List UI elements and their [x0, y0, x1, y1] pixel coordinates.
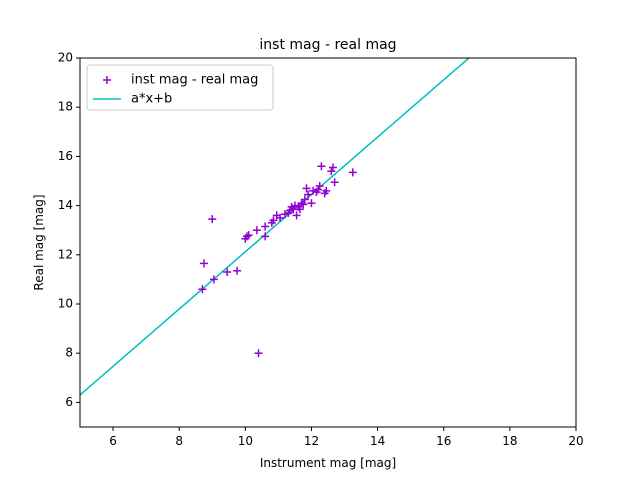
- y-tick-label: 8: [65, 346, 73, 360]
- y-tick-label: 10: [58, 297, 73, 311]
- data-point: [209, 275, 218, 284]
- y-axis-label: Real mag [mag]: [32, 194, 46, 290]
- x-tick-label: 16: [436, 434, 451, 448]
- x-axis-label: Instrument mag [mag]: [260, 456, 396, 470]
- data-point: [314, 185, 323, 194]
- data-point: [328, 163, 337, 172]
- data-point: [244, 231, 253, 240]
- x-tick-label: 8: [175, 434, 183, 448]
- data-point: [200, 259, 208, 268]
- data-point: [302, 184, 311, 193]
- y-tick-label: 20: [58, 51, 73, 65]
- x-tick-label: 6: [109, 434, 117, 448]
- plot-area: [80, 58, 576, 427]
- data-point: [242, 232, 251, 241]
- data-point: [223, 268, 232, 277]
- x-tick-label: 20: [568, 434, 583, 448]
- y-tick-label: 14: [58, 198, 73, 212]
- y-tick-label: 12: [58, 247, 73, 261]
- data-point: [292, 211, 301, 220]
- data-point: [330, 178, 339, 187]
- x-tick-label: 14: [370, 434, 385, 448]
- y-tick-label: 16: [58, 149, 73, 163]
- y-axis-ticks: 6 8 10 12 14 16 18 20: [58, 51, 80, 409]
- data-point: [300, 195, 309, 204]
- axes-frame: [79, 57, 577, 428]
- data-point: [315, 181, 324, 190]
- data-point: [198, 285, 207, 294]
- data-point: [252, 226, 261, 235]
- data-point: [322, 186, 331, 195]
- data-point: [295, 205, 304, 214]
- legend-marker-plus: [103, 76, 111, 84]
- data-point: [254, 349, 263, 358]
- data-point: [261, 222, 270, 231]
- y-tick-label: 18: [58, 100, 73, 114]
- x-axis-ticks: 6 8 10 12 14 16 18 20: [109, 427, 584, 448]
- chart-title: inst mag - real mag: [259, 37, 396, 53]
- x-tick-label: 12: [304, 434, 319, 448]
- legend: inst mag - real mag a*x+b: [86, 64, 274, 111]
- data-point: [261, 232, 270, 241]
- data-point: [307, 199, 316, 208]
- data-point: [299, 200, 308, 209]
- data-point: [233, 266, 242, 275]
- x-tick-label: 10: [238, 434, 253, 448]
- data-point: [269, 216, 278, 225]
- fit-line: [80, 58, 470, 396]
- data-point: [317, 162, 326, 171]
- legend-box: [86, 64, 274, 111]
- legend-label-scatter: inst mag - real mag: [131, 73, 258, 88]
- data-point: [276, 213, 285, 222]
- legend-label-fit-line: a*x+b: [131, 92, 172, 107]
- x-tick-label: 18: [502, 434, 517, 448]
- data-point: [304, 190, 313, 199]
- legend-scatter-marker: [103, 76, 111, 84]
- y-tick-label: 6: [65, 395, 73, 409]
- data-point: [348, 168, 357, 177]
- data-layer: [80, 58, 470, 396]
- data-point: [208, 215, 217, 224]
- data-point: [327, 167, 336, 176]
